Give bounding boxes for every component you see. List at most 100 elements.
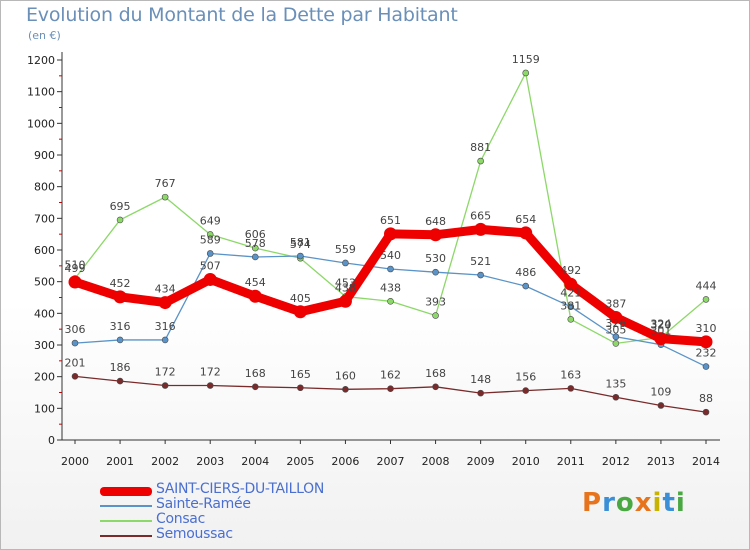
data-label: 201 — [65, 356, 86, 369]
data-point — [387, 297, 394, 305]
data-point — [477, 271, 484, 279]
logo-letter: t — [662, 488, 676, 518]
data-label: 452 — [110, 277, 131, 290]
data-label: 530 — [425, 252, 446, 265]
page-title: Evolution du Montant de la Dette par Hab… — [26, 4, 458, 26]
data-label: 324 — [650, 317, 671, 330]
data-label: 881 — [470, 141, 491, 154]
data-label: 320 — [650, 319, 671, 332]
data-point — [71, 339, 79, 347]
data-point — [612, 333, 620, 341]
data-point — [477, 389, 484, 397]
data-point — [702, 296, 710, 303]
data-point — [71, 373, 79, 380]
data-point — [251, 383, 259, 391]
legend-label: Consac — [156, 511, 205, 527]
data-point — [68, 275, 82, 289]
data-label: 421 — [560, 287, 581, 300]
data-label: 453 — [335, 277, 356, 290]
data-point — [387, 265, 394, 273]
data-point — [342, 386, 349, 393]
x-tick-label: 2007 — [377, 455, 405, 468]
data-point — [522, 387, 530, 394]
x-tick-label: 2000 — [61, 455, 89, 468]
data-label: 507 — [200, 259, 221, 272]
legend-swatch — [100, 535, 152, 537]
y-tick-label: 900 — [34, 149, 55, 162]
data-point — [161, 336, 169, 344]
data-point — [251, 253, 259, 261]
data-point — [432, 268, 439, 276]
unit-label: (en €) — [28, 29, 61, 42]
data-point — [612, 340, 620, 347]
data-point — [297, 384, 304, 392]
data-label: 88 — [699, 392, 713, 405]
data-point — [654, 332, 668, 346]
data-label: 172 — [155, 366, 176, 379]
data-label: 186 — [110, 361, 131, 374]
y-tick-label: 500 — [34, 276, 55, 289]
x-tick-label: 2008 — [422, 455, 450, 468]
data-label: 540 — [380, 249, 401, 262]
y-tick-label: 1000 — [27, 117, 55, 130]
data-label: 160 — [335, 369, 356, 382]
data-point — [429, 228, 443, 242]
logo-letter: i — [652, 488, 663, 518]
data-point — [161, 382, 169, 389]
data-label: 156 — [515, 371, 536, 384]
data-point — [251, 244, 259, 252]
data-point — [116, 336, 124, 344]
data-point — [657, 402, 665, 409]
x-tick-label: 2011 — [557, 455, 585, 468]
data-label: 109 — [650, 385, 671, 398]
data-label: 649 — [200, 214, 221, 227]
y-tick-label: 1200 — [27, 54, 55, 67]
data-label: 651 — [380, 214, 401, 227]
data-label: 301 — [650, 325, 671, 338]
legend-label: Sainte-Ramée — [156, 496, 251, 512]
data-label: 665 — [470, 209, 491, 222]
data-point — [338, 294, 352, 308]
line-chart: 0 100 200 300 400 500 600 700 800 900 1000 1100 1200… — [27, 52, 720, 468]
data-point — [432, 383, 439, 391]
data-label: 305 — [605, 323, 626, 336]
data-point — [248, 289, 262, 303]
data-label: 695 — [110, 200, 131, 213]
data-label: 316 — [110, 320, 131, 333]
data-point — [519, 226, 533, 240]
legend-swatch — [100, 520, 152, 522]
data-point — [702, 363, 710, 370]
data-point — [293, 305, 307, 319]
x-tick-label: 2012 — [602, 455, 630, 468]
chart-data-labels: 499 452 434 507 454 405 438 651 648 665 654 492 387 3… — [65, 53, 717, 405]
data-label: 168 — [245, 367, 266, 380]
legend-label: Semoussac — [156, 526, 233, 542]
legend-label: SAINT-CIERS-DU-TAILLON — [156, 481, 325, 497]
x-tick-label: 2004 — [241, 455, 269, 468]
data-point — [612, 393, 620, 401]
data-point — [113, 290, 127, 304]
data-label: 438 — [335, 281, 356, 294]
data-label: 499 — [65, 262, 86, 275]
data-point — [567, 303, 575, 310]
legend-swatch — [100, 487, 152, 496]
x-tick-label: 2001 — [106, 455, 134, 468]
data-point — [564, 277, 578, 291]
data-label: 165 — [290, 368, 311, 381]
y-tick-label: 600 — [34, 244, 55, 257]
data-label: 405 — [290, 292, 311, 305]
data-label: 648 — [425, 215, 446, 228]
data-label: 1159 — [512, 53, 540, 66]
data-point — [116, 216, 124, 224]
logo-letter: i — [675, 488, 686, 518]
x-tick-label: 2013 — [647, 455, 675, 468]
data-label: 135 — [605, 377, 626, 390]
logo-letter: x — [634, 488, 653, 518]
x-tick-label: 2002 — [151, 455, 179, 468]
data-label: 589 — [200, 233, 221, 246]
data-point — [342, 259, 349, 267]
data-label: 310 — [696, 322, 717, 335]
y-tick-label: 800 — [34, 181, 55, 194]
data-label: 581 — [290, 236, 311, 249]
x-tick-label: 2005 — [286, 455, 314, 468]
